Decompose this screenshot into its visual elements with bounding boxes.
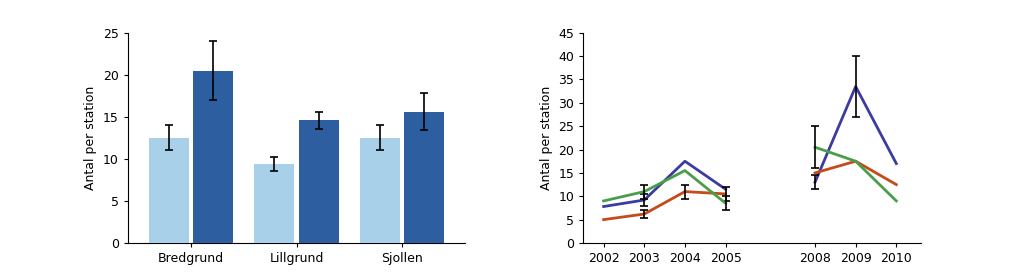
Y-axis label: Antal per station: Antal per station [85,86,97,190]
Bar [404,112,444,243]
Bar [360,138,400,243]
Bar [193,71,233,243]
Y-axis label: Antal per station: Antal per station [540,86,552,190]
Bar [255,164,295,243]
Bar [149,138,189,243]
Bar [299,120,339,243]
